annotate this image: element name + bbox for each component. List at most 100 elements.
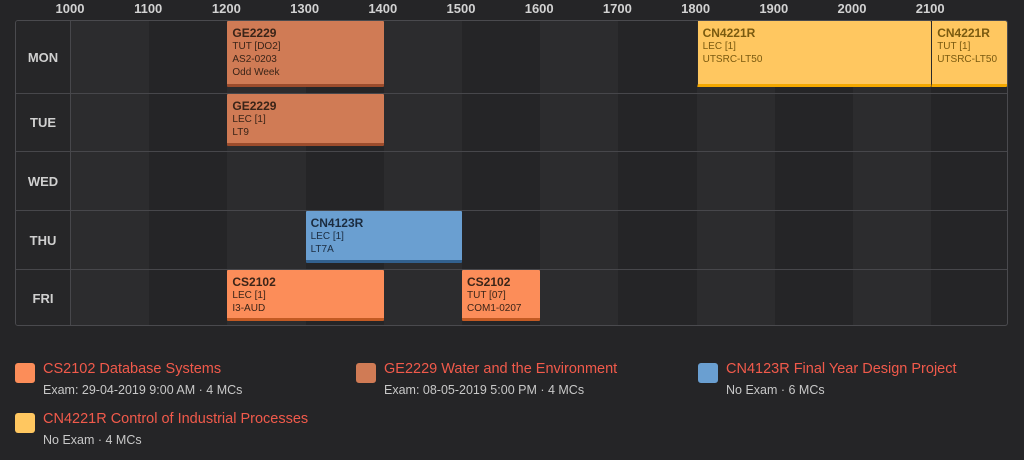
day-row-fri: FRI CS2102 LEC [1] I3-AUD CS2102 TUT [07] COM1… bbox=[16, 269, 1007, 325]
hour-column bbox=[853, 94, 932, 151]
module-title-link[interactable]: CN4221R Control of Industrial Processes bbox=[43, 411, 309, 427]
lesson-detail: TUT [1] bbox=[937, 41, 971, 52]
lesson-card[interactable]: GE2229 LEC [1] LT9 bbox=[227, 94, 384, 146]
hour-column bbox=[227, 211, 306, 269]
hour-column bbox=[775, 152, 853, 210]
lesson-code: GE2229 bbox=[232, 26, 277, 40]
hour-column bbox=[149, 211, 227, 269]
lesson-detail: UTSRC-LT50 bbox=[937, 54, 998, 65]
hour-column bbox=[931, 211, 1007, 269]
hour-column bbox=[71, 270, 150, 325]
hour-label: 1300 bbox=[290, 1, 320, 16]
hour-column bbox=[71, 94, 150, 151]
hour-label: 2100 bbox=[915, 1, 945, 16]
timetable-grid: MON GE2229 TUT [DO2] AS2-0203 Odd Week CN4221… bbox=[15, 20, 1008, 326]
hour-label: 2000 bbox=[837, 1, 867, 16]
hour-column bbox=[775, 270, 853, 325]
hour-column bbox=[775, 211, 853, 269]
hour-column bbox=[149, 270, 227, 325]
hour-column bbox=[618, 211, 696, 269]
hour-label: 1600 bbox=[524, 1, 554, 16]
lesson-detail: UTSRC-LT50 bbox=[702, 54, 763, 65]
lesson-detail: Odd Week bbox=[232, 67, 280, 78]
lesson-code: GE2229 bbox=[232, 99, 277, 113]
lesson-card[interactable]: CS2102 LEC [1] I3-AUD bbox=[227, 270, 384, 321]
lesson-card[interactable]: CS2102 TUT [07] COM1-0207 bbox=[462, 270, 541, 321]
hour-column bbox=[71, 152, 150, 210]
module-color-swatch[interactable] bbox=[15, 363, 35, 383]
hour-column bbox=[71, 211, 150, 269]
hour-label: 1900 bbox=[759, 1, 789, 16]
hour-column bbox=[931, 270, 1007, 325]
hour-column bbox=[618, 94, 696, 151]
hour-column bbox=[931, 94, 1007, 151]
module-color-swatch[interactable] bbox=[698, 363, 718, 383]
lesson-card[interactable]: GE2229 TUT [DO2] AS2-0203 Odd Week bbox=[227, 21, 384, 87]
module-exam-info: No Exam · 4 MCs bbox=[43, 433, 142, 447]
hour-column bbox=[306, 152, 384, 210]
day-label: MON bbox=[16, 21, 71, 93]
lesson-card[interactable]: CN4123R LEC [1] LT7A bbox=[305, 211, 462, 263]
hour-column bbox=[149, 94, 227, 151]
hour-column bbox=[540, 270, 619, 325]
day-row-mon: MON GE2229 TUT [DO2] AS2-0203 Odd Week CN4221… bbox=[16, 21, 1007, 93]
lesson-detail: LEC [1] bbox=[232, 114, 266, 125]
hour-column bbox=[383, 152, 462, 210]
module-exam-info: Exam: 08-05-2019 5:00 PM · 4 MCs bbox=[384, 383, 585, 397]
hour-column bbox=[853, 152, 932, 210]
lesson-detail: I3-AUD bbox=[232, 303, 266, 314]
hour-column bbox=[71, 21, 150, 93]
hour-column bbox=[696, 211, 775, 269]
day-label: FRI bbox=[16, 270, 71, 325]
hour-label: 1800 bbox=[681, 1, 711, 16]
lesson-detail: TUT [07] bbox=[467, 290, 506, 301]
hour-column bbox=[931, 152, 1007, 210]
hour-label: 1100 bbox=[134, 1, 163, 16]
hour-column bbox=[775, 94, 853, 151]
hour-column bbox=[696, 94, 775, 151]
hour-column bbox=[540, 152, 619, 210]
lesson-detail: LEC [1] bbox=[232, 290, 266, 301]
hour-column bbox=[853, 270, 932, 325]
lesson-code: CN4123R bbox=[310, 216, 364, 230]
day-row-thu: THU CN4123R LEC [1] LT7A bbox=[16, 210, 1007, 269]
hour-column bbox=[462, 211, 540, 269]
hour-label: 1400 bbox=[368, 1, 398, 16]
hour-column bbox=[227, 152, 306, 210]
day-label: WED bbox=[16, 152, 71, 210]
hour-label: 1000 bbox=[55, 1, 85, 16]
lesson-detail: COM1-0207 bbox=[467, 303, 522, 314]
lesson-detail: TUT [DO2] bbox=[232, 41, 281, 52]
module-color-swatch[interactable] bbox=[356, 363, 376, 383]
lesson-card[interactable]: CN4221R LEC [1] UTSRC-LT50 bbox=[696, 21, 932, 87]
hour-column bbox=[462, 94, 540, 151]
hour-column bbox=[540, 94, 619, 151]
lesson-card[interactable]: CN4221R TUT [1] UTSRC-LT50 bbox=[931, 21, 1007, 87]
hour-label: 1200 bbox=[211, 1, 241, 16]
hour-column bbox=[618, 270, 696, 325]
hour-column bbox=[540, 21, 619, 93]
module-color-swatch[interactable] bbox=[15, 413, 35, 433]
hour-column bbox=[383, 21, 462, 93]
lesson-code: CN4221R bbox=[937, 26, 990, 40]
lesson-detail: LEC [1] bbox=[310, 231, 344, 242]
module-title-link[interactable]: CN4123R Final Year Design Project bbox=[726, 361, 957, 377]
hour-header: 1000 1100 1200 1300 1400 1500 1600 1700 1800 1900… bbox=[0, 0, 1024, 20]
day-row-wed: WED bbox=[16, 151, 1007, 210]
lesson-code: CN4221R bbox=[702, 26, 756, 40]
hour-column bbox=[853, 211, 932, 269]
lesson-detail: AS2-0203 bbox=[232, 54, 277, 65]
lesson-code: CS2102 bbox=[232, 275, 276, 289]
module-exam-info: No Exam · 6 MCs bbox=[726, 383, 825, 397]
hour-label: 1500 bbox=[446, 1, 476, 16]
module-title-link[interactable]: GE2229 Water and the Environment bbox=[384, 361, 618, 377]
lesson-detail: LT9 bbox=[232, 127, 249, 138]
module-title-link[interactable]: CS2102 Database Systems bbox=[43, 361, 222, 377]
lesson-detail: LT7A bbox=[310, 244, 334, 255]
hour-column bbox=[149, 152, 227, 210]
hour-column bbox=[696, 270, 775, 325]
hour-column bbox=[149, 21, 227, 93]
hour-column bbox=[618, 152, 696, 210]
hour-column bbox=[462, 21, 540, 93]
hour-column bbox=[618, 21, 696, 93]
